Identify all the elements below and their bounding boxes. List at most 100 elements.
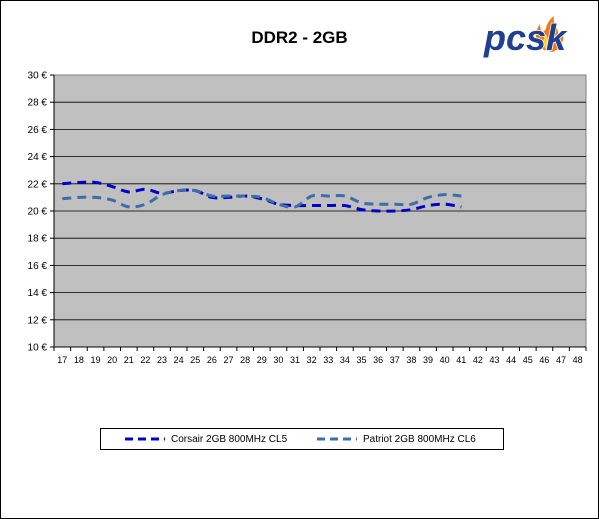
data-point <box>228 195 230 197</box>
data-point <box>328 205 330 207</box>
data-point <box>344 195 346 197</box>
x-tick-label: 34 <box>340 355 350 365</box>
x-tick-label: 24 <box>174 355 184 365</box>
x-tick-label: 40 <box>440 355 450 365</box>
data-point <box>461 195 463 197</box>
series-line-corsair <box>62 180 462 213</box>
legend-label-corsair: Corsair 2GB 800MHz CL5 <box>171 433 288 445</box>
legend-label-patriot: Patriot 2GB 800MHz CL6 <box>363 433 476 445</box>
data-point <box>145 203 147 205</box>
pcask-logo: pcsk <box>482 16 569 59</box>
data-point <box>444 194 446 196</box>
x-tick-label: 44 <box>506 355 516 365</box>
x-tick-label: 42 <box>473 355 483 365</box>
x-axis: 17 18 19 20 21 22 23 24 25 26 27 28 29 30 31 32 33 34 35 36… <box>53 346 587 365</box>
chart-title: DDR2 - 2GB <box>251 28 348 47</box>
series-layer <box>62 180 463 213</box>
y-tick-label: 20 € <box>28 207 48 218</box>
x-tick-label: 23 <box>157 355 167 365</box>
data-point <box>145 188 147 190</box>
data-point <box>78 182 80 184</box>
legend: Corsair 2GB 800MHz CL5 Patriot 2GB 800MH… <box>100 428 504 450</box>
series-line-patriot <box>62 188 462 209</box>
data-point <box>361 209 363 211</box>
data-point <box>128 191 130 193</box>
data-point <box>411 209 413 211</box>
x-tick-label: 22 <box>140 355 150 365</box>
x-tick-label: 29 <box>257 355 267 365</box>
data-point <box>111 199 113 201</box>
x-tick-label: 25 <box>190 355 200 365</box>
y-tick-label: 16 € <box>28 261 48 272</box>
legend-item-patriot: Patriot 2GB 800MHz CL6 <box>317 429 476 449</box>
y-tick-label: 28 € <box>28 98 48 109</box>
y-tick-label: 26 € <box>28 125 48 136</box>
data-point <box>411 203 413 205</box>
legend-swatch-patriot <box>317 437 357 441</box>
data-point <box>444 203 446 205</box>
x-tick-label: 32 <box>307 355 317 365</box>
data-point <box>261 198 263 200</box>
x-tick-label: 26 <box>207 355 217 365</box>
data-point <box>178 190 180 192</box>
x-tick-label: 37 <box>390 355 400 365</box>
x-tick-label: 36 <box>373 355 383 365</box>
x-tick-label: 41 <box>456 355 466 365</box>
x-tick-label: 35 <box>357 355 367 365</box>
x-tick-label: 21 <box>124 355 134 365</box>
legend-item-corsair: Corsair 2GB 800MHz CL5 <box>125 429 287 449</box>
data-point <box>394 203 396 205</box>
x-tick-label: 17 <box>57 355 67 365</box>
x-tick-label: 47 <box>556 355 566 365</box>
x-tick-label: 28 <box>240 355 250 365</box>
y-tick-label: 14 € <box>28 288 48 299</box>
data-point <box>62 198 64 200</box>
data-point <box>278 203 280 205</box>
data-point <box>361 202 363 204</box>
legend-swatch-corsair <box>125 437 165 441</box>
data-point <box>377 203 379 205</box>
data-point <box>95 197 97 199</box>
x-tick-label: 39 <box>423 355 433 365</box>
x-tick-label: 46 <box>539 355 549 365</box>
x-tick-label: 33 <box>323 355 333 365</box>
x-tick-label: 20 <box>107 355 117 365</box>
data-point <box>328 195 330 197</box>
y-tick-label: 18 € <box>28 234 48 245</box>
data-point <box>344 205 346 207</box>
x-tick-label: 43 <box>490 355 500 365</box>
data-point <box>311 195 313 197</box>
x-tick-label: 30 <box>273 355 283 365</box>
data-point <box>244 195 246 197</box>
x-tick-label: 27 <box>224 355 234 365</box>
x-tick-label: 38 <box>406 355 416 365</box>
data-point <box>461 206 463 208</box>
data-point <box>294 206 296 208</box>
y-tick-label: 12 € <box>28 315 48 326</box>
y-tick-label: 22 € <box>28 179 48 190</box>
logo-text: pcsk <box>483 17 568 58</box>
x-tick-label: 48 <box>573 355 583 365</box>
y-tick-label: 24 € <box>28 152 48 163</box>
x-tick-label: 18 <box>74 355 84 365</box>
data-point <box>161 194 163 196</box>
x-tick-label: 19 <box>91 355 101 365</box>
data-point <box>394 210 396 212</box>
gridlines <box>54 101 586 321</box>
data-point <box>62 183 64 185</box>
data-point <box>261 197 263 199</box>
y-tick-label: 10 € <box>28 343 48 354</box>
y-axis: 10 € 12 € 14 € 16 € 18 € 20 € 22 € 24 € 26 € 28 €… <box>28 71 55 354</box>
data-point <box>427 197 429 199</box>
data-point <box>128 206 130 208</box>
data-point <box>95 182 97 184</box>
data-point <box>311 205 313 207</box>
data-point <box>377 210 379 212</box>
data-point <box>427 205 429 207</box>
x-tick-label: 45 <box>523 355 533 365</box>
x-tick-label: 31 <box>290 355 300 365</box>
data-point <box>211 195 213 197</box>
data-point <box>111 186 113 188</box>
data-point <box>78 197 80 199</box>
